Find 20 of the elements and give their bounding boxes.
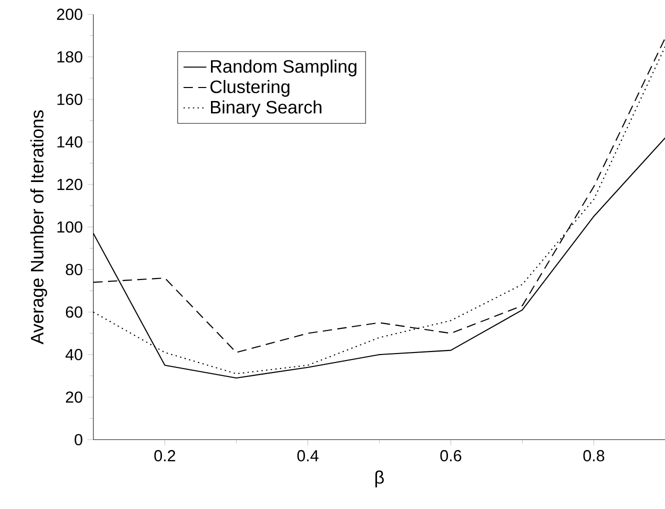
x-tick-label: 0.8 (583, 450, 604, 462)
x-tick-label: 0.6 (440, 450, 462, 462)
x-tick-label: 0.4 (297, 450, 318, 462)
y-tick-label: 40 (66, 348, 82, 360)
legend-label: Random Sampling (211, 60, 356, 76)
y-tick-label: 200 (57, 8, 82, 20)
y-tick-label: 20 (66, 391, 82, 403)
y-tick-label: 180 (57, 51, 82, 63)
y-tick-label: 140 (57, 136, 82, 148)
y-tick-label: 120 (57, 178, 82, 190)
y-tick-label: 80 (66, 264, 82, 276)
legend-label: Binary Search (211, 100, 322, 118)
y-axis-title: Average Number of Iterations (30, 110, 48, 344)
x-axis-title: β (375, 470, 384, 488)
y-tick-label: 0 (74, 434, 82, 446)
y-tick-label: 100 (57, 221, 82, 233)
x-tick-label: 0.2 (154, 450, 176, 462)
legend-label: Clustering (210, 80, 290, 97)
y-tick-label: 60 (66, 306, 82, 318)
y-tick-label: 160 (57, 94, 82, 106)
